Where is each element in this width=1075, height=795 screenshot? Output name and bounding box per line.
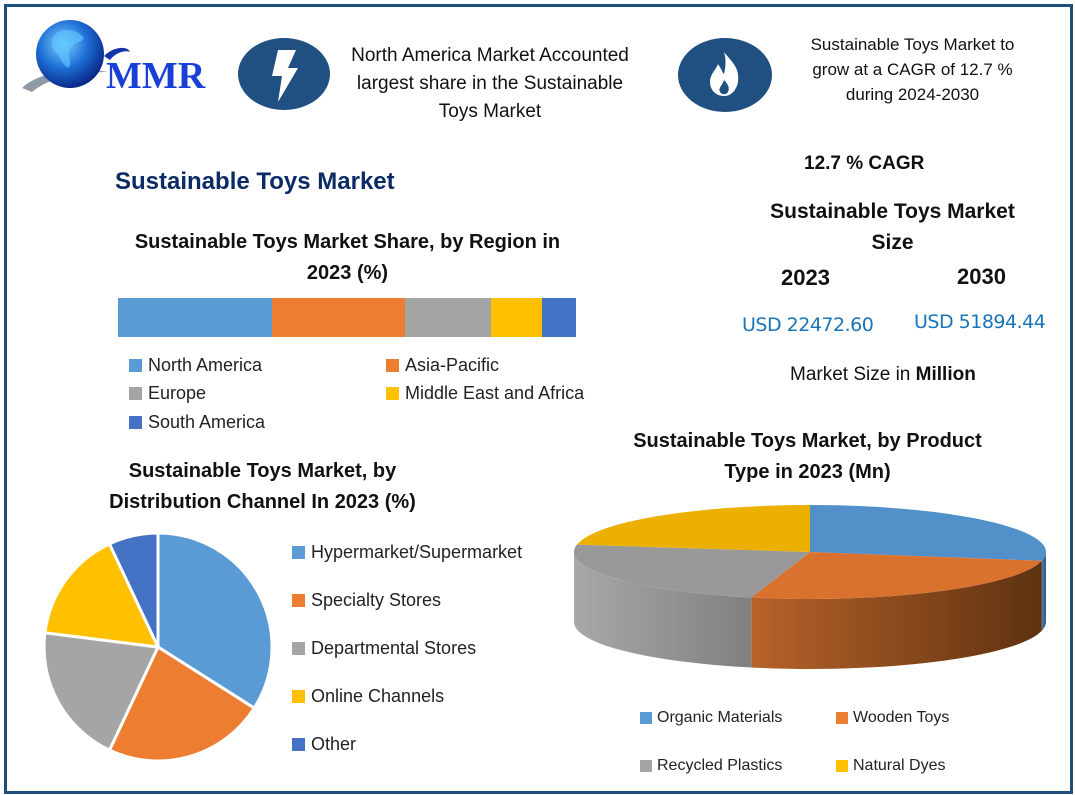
pie-side-recycled-plastics xyxy=(574,552,752,668)
highlight-2-line-2: grow at a CAGR of 12.7 % xyxy=(812,60,1013,79)
legend-swatch xyxy=(836,760,848,772)
legend-swatch xyxy=(292,738,305,751)
highlight-icon-circle-1 xyxy=(238,38,330,110)
highlight-1-line-1: North America Market Accounted xyxy=(351,45,629,66)
highlight-2-line-1: Sustainable Toys Market to xyxy=(810,35,1015,54)
unit-prefix: Market Size in xyxy=(790,364,916,385)
legend-item-organic-materials: Organic Materials xyxy=(640,709,782,727)
distribution-chart-title: Sustainable Toys Market, by Distribution… xyxy=(70,456,455,518)
pie-slice-other xyxy=(107,531,160,648)
pie-slice-online-channels xyxy=(43,541,161,649)
legend-item-asia-pacific: Asia-Pacific xyxy=(386,355,499,376)
main-title: Sustainable Toys Market xyxy=(115,168,395,195)
globe-icon xyxy=(36,20,104,88)
legend-label: Other xyxy=(311,734,357,754)
legend-label: North America xyxy=(148,355,263,375)
bar-segment-north-america xyxy=(118,298,272,337)
legend-item-departmental-stores: Departmental Stores xyxy=(292,638,476,659)
legend-item-middle-east-and-africa: Middle East and Africa xyxy=(386,383,584,404)
mmr-logo: MMR xyxy=(22,20,206,96)
market-value-2030: USD 51894.44 xyxy=(914,311,1046,333)
market-size-title-line-1: Sustainable Toys Market xyxy=(770,200,1015,223)
legend-label: Middle East and Africa xyxy=(405,383,585,403)
highlight-text-2: Sustainable Toys Market to grow at a CAG… xyxy=(780,32,1045,107)
pie-slice-natural-dyes xyxy=(576,505,810,552)
legend-label: Departmental Stores xyxy=(311,638,477,658)
legend-item-recycled-plastics: Recycled Plastics xyxy=(640,757,782,775)
distribution-title-line-2: Distribution Channel In 2023 (%) xyxy=(109,491,416,513)
legend-swatch xyxy=(292,546,305,559)
legend-label: Natural Dyes xyxy=(853,757,946,774)
legend-swatch xyxy=(292,594,305,607)
highlight-1-line-3: Toys Market xyxy=(438,101,542,122)
legend-swatch xyxy=(292,642,305,655)
legend-item-hypermarket-supermarket: Hypermarket/Supermarket xyxy=(292,542,522,563)
region-stacked-bar xyxy=(118,298,576,337)
highlight-icon-circle-2 xyxy=(678,38,772,112)
distribution-title-line-1: Sustainable Toys Market, by xyxy=(128,460,397,482)
legend-item-europe: Europe xyxy=(129,383,206,404)
legend-swatch xyxy=(386,359,399,372)
region-title-line-2: 2023 (%) xyxy=(306,262,389,284)
legend-item-natural-dyes: Natural Dyes xyxy=(836,757,945,775)
legend-label: Recycled Plastics xyxy=(657,757,783,774)
market-unit-note: Market Size in Million xyxy=(790,364,976,386)
legend-label: Online Channels xyxy=(311,686,445,706)
region-title-line-1: Sustainable Toys Market Share, by Region… xyxy=(134,231,561,253)
legend-label: Asia-Pacific xyxy=(405,355,500,375)
market-size-title-line-2: Size xyxy=(871,231,914,254)
pie-slice-organic-materials xyxy=(810,505,1046,561)
product-chart-title: Sustainable Toys Market, by Product Type… xyxy=(590,426,1025,488)
pie-slice-departmental-stores xyxy=(42,631,161,753)
unit-bold: Million xyxy=(915,364,976,385)
legend-swatch xyxy=(640,760,652,772)
legend-swatch xyxy=(129,359,142,372)
bar-segment-asia-pacific xyxy=(271,298,405,337)
legend-swatch xyxy=(386,387,399,400)
legend-swatch xyxy=(129,416,142,429)
legend-swatch xyxy=(129,387,142,400)
legend-item-other: Other xyxy=(292,734,356,755)
year-2023-label: 2023 xyxy=(781,265,830,290)
pie-side-organic-materials xyxy=(1041,552,1046,631)
legend-label: Specialty Stores xyxy=(311,590,442,610)
legend-swatch xyxy=(292,690,305,703)
market-size-title: Sustainable Toys Market Size xyxy=(740,196,1045,258)
bar-segment-europe xyxy=(404,298,491,337)
pie-side-wooden-toys xyxy=(751,560,1042,669)
lightning-icon xyxy=(272,50,298,102)
legend-label: Organic Materials xyxy=(657,709,783,726)
legend-swatch xyxy=(640,712,652,724)
logo-text: MMR xyxy=(106,55,206,96)
legend-label: South America xyxy=(148,412,266,432)
cagr-label: 12.7 % CAGR xyxy=(804,153,925,174)
highlight-2-line-3: during 2024-2030 xyxy=(845,85,980,104)
pie-slice-recycled-plastics xyxy=(574,544,810,598)
legend-item-wooden-toys: Wooden Toys xyxy=(836,709,949,727)
market-value-2023: USD 22472.60 xyxy=(742,314,874,336)
legend-label: Hypermarket/Supermarket xyxy=(311,542,523,562)
legend-label: Wooden Toys xyxy=(853,709,950,726)
legend-item-specialty-stores: Specialty Stores xyxy=(292,590,441,611)
legend-item-north-america: North America xyxy=(129,355,262,376)
infographic-frame xyxy=(4,4,1073,794)
legend-label: Europe xyxy=(148,383,207,403)
bar-segment-south-america xyxy=(541,298,576,337)
bar-segment-middle-east-and-africa xyxy=(490,298,542,337)
product-3d-pie xyxy=(574,505,1046,669)
legend-item-south-america: South America xyxy=(129,412,265,433)
product-title-line-1: Sustainable Toys Market, by Product xyxy=(633,430,982,452)
highlight-text-1: North America Market Accounted largest s… xyxy=(330,42,650,126)
legend-swatch xyxy=(836,712,848,724)
flame-icon xyxy=(710,52,739,96)
region-chart-title: Sustainable Toys Market Share, by Region… xyxy=(100,227,595,289)
product-title-line-2: Type in 2023 (Mn) xyxy=(724,461,891,483)
pie-slice-wooden-toys xyxy=(751,552,1042,599)
legend-item-online-channels: Online Channels xyxy=(292,686,444,707)
year-2030-label: 2030 xyxy=(957,264,1006,289)
distribution-pie xyxy=(42,531,274,763)
highlight-1-line-2: largest share in the Sustainable xyxy=(356,73,624,94)
